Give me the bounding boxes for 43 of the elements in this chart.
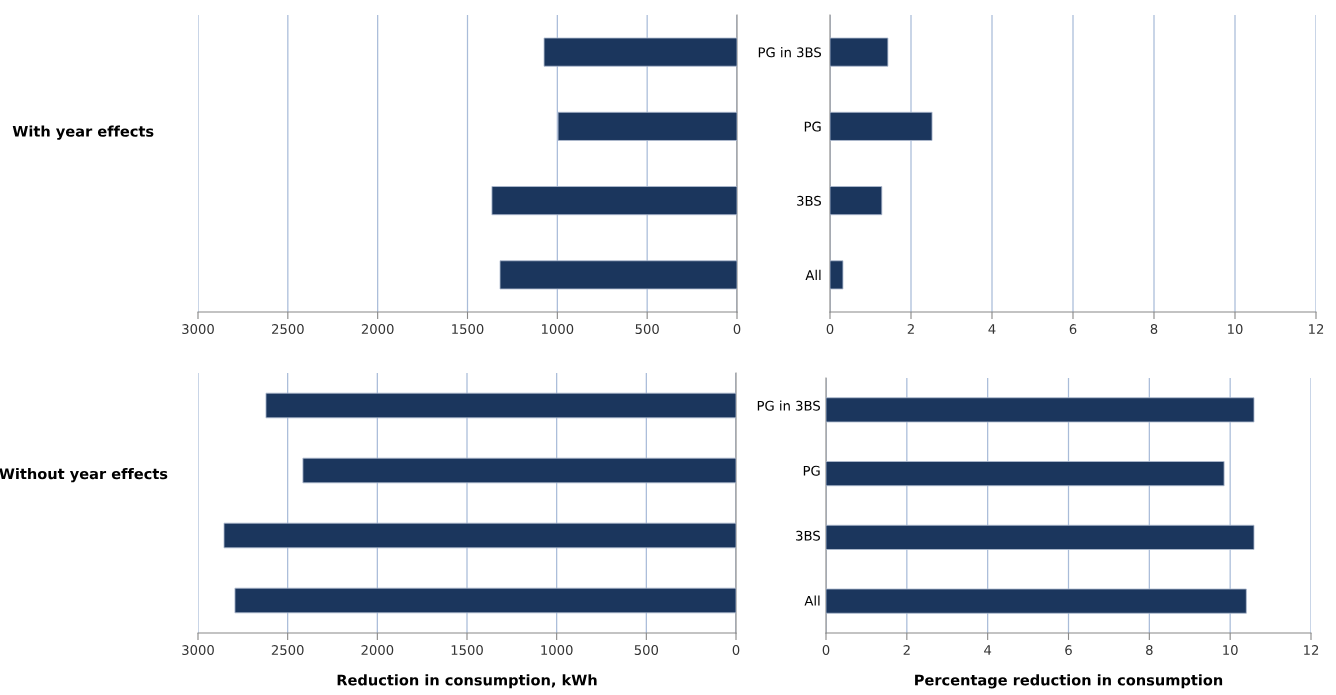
x-tick-label: 2000 — [361, 645, 394, 656]
x-tick-label: 2 — [903, 645, 910, 655]
x-tick-label: 2 — [907, 324, 914, 334]
x-tick-label: 0 — [733, 324, 741, 335]
x-tick-label: 6 — [1069, 324, 1077, 335]
x-tick-label: 0 — [822, 645, 830, 656]
y-tick-label: 3BS — [796, 530, 820, 541]
bar — [830, 186, 883, 216]
x-tick-label: 4 — [984, 645, 992, 655]
x-tick-label: 1000 — [541, 645, 573, 656]
x-tick-label: 500 — [635, 324, 659, 335]
x-tick-label: 3000 — [182, 645, 214, 656]
x-tick-label: 10 — [1228, 324, 1243, 335]
x-tick-label: 0 — [826, 324, 834, 335]
x-tick-label: 12 — [1304, 645, 1319, 655]
bar — [830, 37, 889, 67]
x-tick-label: 1000 — [541, 324, 574, 335]
y-axis-title: With year effects — [12, 125, 154, 140]
x-tick-label: 2500 — [271, 645, 304, 656]
x-axis-title: Reduction in consumption, kWh — [337, 674, 597, 689]
x-tick-label: 3000 — [182, 324, 214, 335]
y-tick-label: PG in 3BS — [758, 47, 821, 58]
x-tick-label: 10 — [1223, 645, 1238, 656]
y-tick-label: All — [805, 269, 821, 280]
y-tick-label: All — [804, 595, 820, 606]
x-tick-label: 0 — [732, 645, 740, 656]
x-tick-label: 8 — [1150, 324, 1158, 335]
x-tick-label: 8 — [1146, 645, 1153, 656]
x-tick-label: 6 — [1065, 645, 1072, 656]
x-tick-label: 1500 — [452, 324, 484, 335]
x-tick-label: 4 — [988, 324, 996, 334]
y-axis-title: Without year effects — [0, 467, 168, 483]
x-tick-label: 500 — [634, 645, 659, 656]
y-tick-label: PG — [804, 121, 821, 132]
x-tick-label: 2000 — [361, 324, 394, 335]
x-tick-label: 1500 — [451, 645, 483, 656]
y-tick-label: 3BS — [797, 195, 821, 206]
bar — [830, 260, 844, 290]
y-tick-label: PG — [803, 465, 820, 476]
x-axis-title: Percentage reduction in consumption — [915, 674, 1223, 689]
y-tick-label: PG in 3BS — [757, 400, 820, 411]
x-tick-label: 12 — [1309, 324, 1324, 334]
x-tick-label: 2500 — [272, 324, 304, 335]
